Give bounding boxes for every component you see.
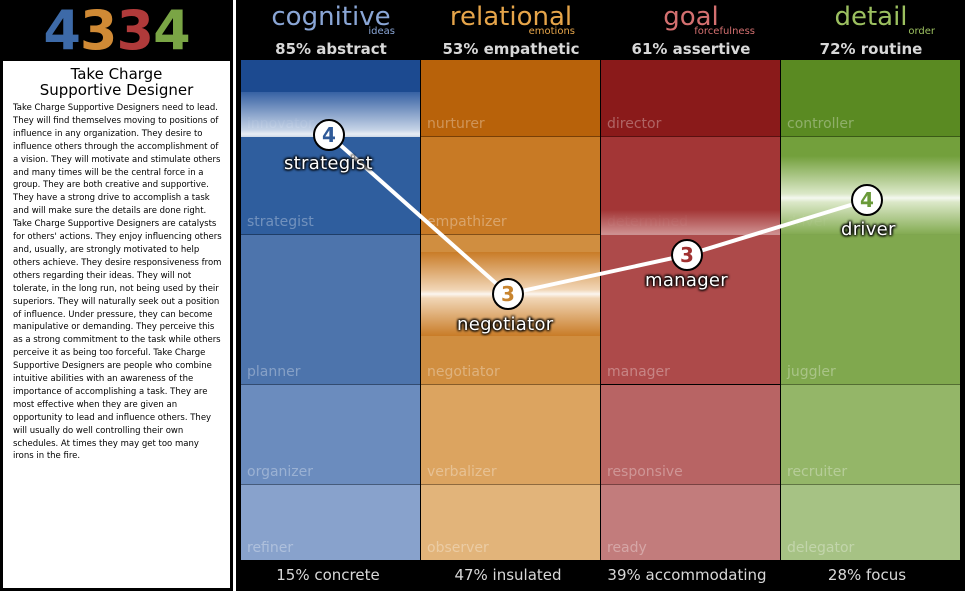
column-subtitle: order (908, 26, 935, 37)
column-detail: controller driver juggler recruiter dele… (781, 60, 960, 560)
cell-nurturer: nurturer (421, 60, 600, 137)
profile-title-line1: Take Charge (70, 65, 163, 83)
cell-organizer: organizer (241, 385, 420, 485)
column-goal: director determined manager responsive r… (601, 60, 780, 560)
column-subtitle: emotions (528, 26, 575, 37)
cell-refiner: refiner (241, 485, 420, 560)
cell-label: nurturer (427, 116, 485, 132)
cell-juggler: juggler (781, 235, 960, 385)
cell-label: observer (427, 540, 489, 556)
column-top-percent: 61% assertive (631, 40, 751, 58)
column-cognitive: innovator strategist planner organizer r… (241, 60, 420, 560)
cell-delegator: delegator (781, 485, 960, 560)
cell-empathizer: empathizer (421, 137, 600, 235)
footer-relational: 47% insulated (454, 566, 562, 584)
cell-verbalizer: verbalizer (421, 385, 600, 485)
cell-label: verbalizer (427, 464, 497, 480)
cell-label: negotiator (427, 364, 500, 380)
column-subtitle: forcefulness (694, 26, 755, 37)
logo-digit: 4 (153, 0, 191, 62)
profile-title: Take Charge Supportive Designer (3, 66, 230, 98)
column-top-percent: 85% abstract (275, 40, 387, 58)
column-name: detail (834, 2, 908, 32)
cell-label: organizer (247, 464, 314, 480)
cell-planner: planner (241, 235, 420, 385)
cell-observer: observer (421, 485, 600, 560)
cell-label: manager (607, 364, 670, 380)
cell-responsive: responsive (601, 385, 780, 485)
header-relational: relational emotions 53% empathetic (421, 0, 601, 60)
profile-title-line2: Supportive Designer (39, 81, 194, 99)
column-top-percent: 53% empathetic (442, 40, 580, 58)
column-name: goal (663, 2, 719, 32)
column-subtitle: ideas (368, 26, 395, 37)
cell-label: delegator (787, 540, 855, 556)
cell-label: refiner (247, 540, 294, 556)
score-point-relational: 3 (492, 278, 524, 310)
score-label-goal: manager (645, 270, 729, 291)
header-cognitive: cognitive ideas 85% abstract (241, 0, 421, 60)
score-label-detail: driver (841, 219, 896, 240)
profile-description: Take Charge Supportive Designers need to… (13, 103, 222, 462)
score-point-detail: 4 (851, 184, 883, 216)
column-name: relational (449, 2, 573, 32)
score-point-cognitive: 4 (313, 119, 345, 151)
cell-label: empathizer (427, 214, 507, 230)
column-name: cognitive (271, 2, 391, 32)
score-point-goal: 3 (671, 239, 703, 271)
cell-ready: ready (601, 485, 780, 560)
profile-panel: Take Charge Supportive Designer Take Cha… (3, 61, 230, 588)
cell-label: controller (787, 116, 854, 132)
logo-digit: 3 (116, 0, 155, 62)
header-detail: detail order 72% routine (781, 0, 961, 60)
cell-label: responsive (607, 464, 683, 480)
cell-label: ready (607, 540, 647, 556)
cell-controller: controller (781, 60, 960, 137)
footer-cognitive: 15% concrete (276, 566, 380, 584)
cell-label: recruiter (787, 464, 848, 480)
column-top-percent: 72% routine (819, 40, 923, 58)
score-label-cognitive: strategist (284, 153, 373, 174)
logo-4334: 4334 (0, 0, 233, 62)
cell-label: director (607, 116, 662, 132)
cell-label: juggler (787, 364, 836, 380)
cell-label: strategist (247, 214, 314, 230)
score-label-relational: negotiator (457, 314, 554, 335)
cell-recruiter: recruiter (781, 385, 960, 485)
logo-digit: 3 (79, 0, 118, 62)
footer-detail: 28% focus (827, 566, 907, 584)
cell-director: director (601, 60, 780, 137)
footer-goal: 39% accommodating (607, 566, 767, 584)
cell-label: planner (247, 364, 301, 380)
panel-divider (233, 0, 236, 591)
column-relational: nurturer empathizer negotiator verbalize… (421, 60, 600, 560)
cell-strategist: strategist (241, 137, 420, 235)
header-goal: goal forcefulness 61% assertive (601, 0, 781, 60)
logo-digit: 4 (43, 0, 81, 62)
